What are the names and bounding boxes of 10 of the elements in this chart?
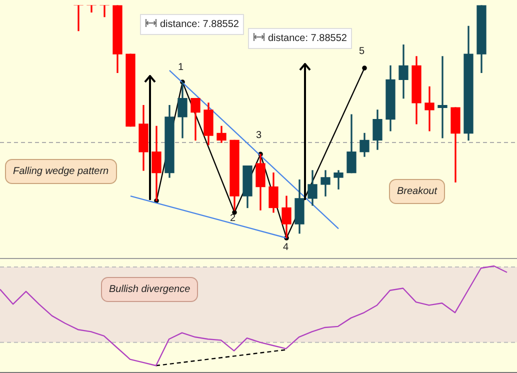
annotation: Breakout	[397, 186, 438, 197]
annotation: 5	[359, 46, 365, 57]
text: 4	[283, 242, 289, 253]
annotation: 1	[178, 62, 184, 73]
annotation: 2	[230, 213, 236, 224]
annotation: 3	[256, 130, 262, 141]
annotation: distance: 7.88552	[160, 19, 239, 30]
annotation: Falling wedge pattern	[13, 166, 109, 177]
annotation: distance: 7.88552	[268, 33, 347, 44]
annotation: Bullish divergence	[109, 284, 190, 295]
